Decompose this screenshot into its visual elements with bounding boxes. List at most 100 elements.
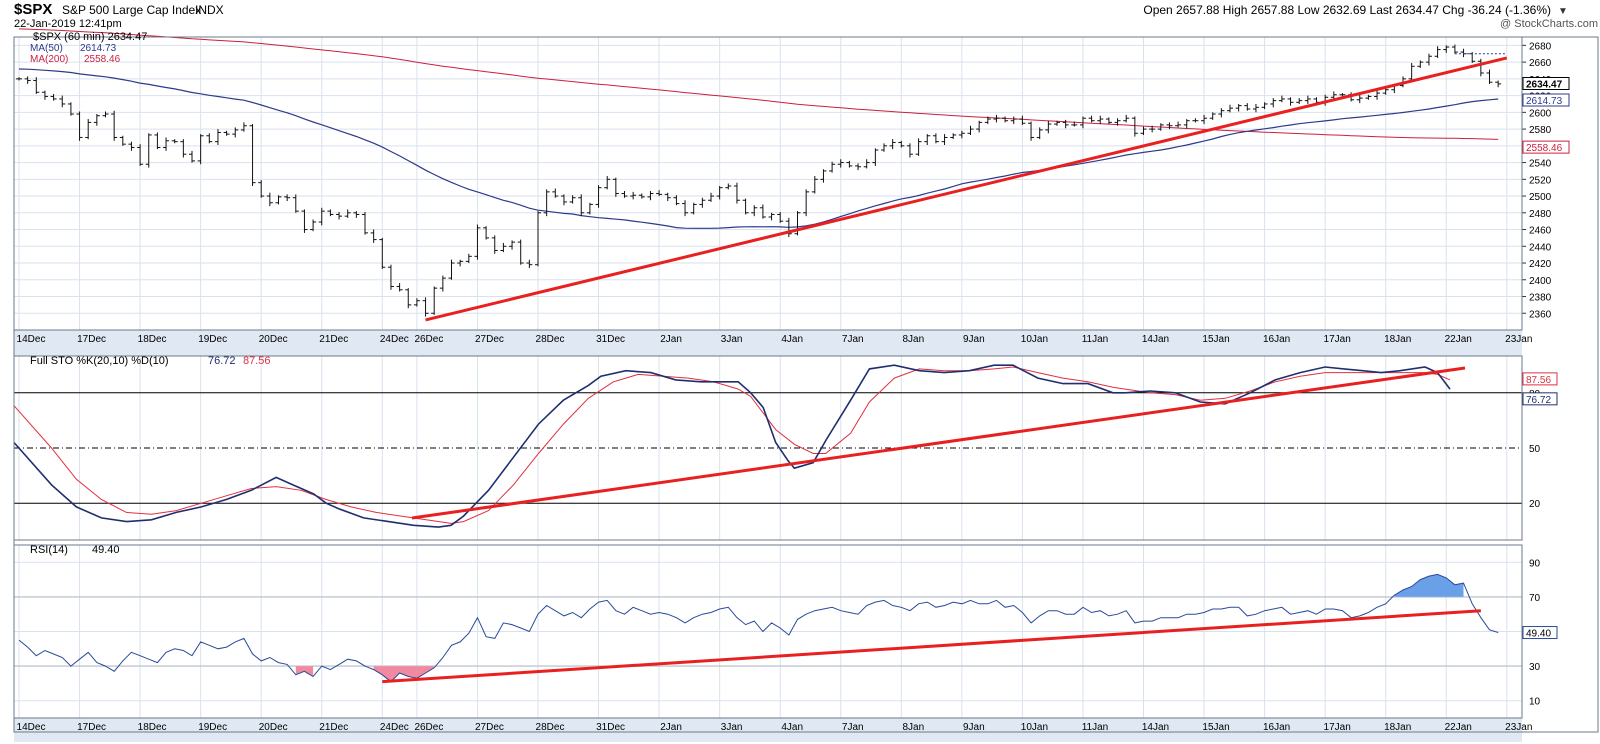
- price-bar: [41, 90, 48, 100]
- price-panel-bg: [14, 37, 1522, 330]
- price-bar: [111, 110, 118, 141]
- ma200-line: [18, 28, 1499, 140]
- y-tick-label-price: 2360: [1529, 309, 1552, 320]
- sto-end-tag: [1522, 372, 1558, 386]
- price-bar: [1408, 62, 1415, 83]
- price-bar: [102, 111, 109, 118]
- price-bar: [327, 209, 334, 217]
- price-bar: [1157, 123, 1164, 131]
- x-tick-label-bottom: 7Jan: [842, 722, 864, 733]
- x-tick-label-bottom: 24Dec: [380, 722, 409, 733]
- ticker-name: S&P 500 Large Cap Index: [62, 3, 201, 17]
- price-end-label: 2558.46: [1526, 143, 1563, 154]
- price-bar: [1235, 103, 1242, 112]
- ma50-legend-value: 2614.73: [80, 43, 117, 54]
- x-tick-label-top: 22Jan: [1445, 334, 1472, 345]
- quote-dropdown-arrow[interactable]: ▼: [1558, 6, 1568, 17]
- price-bar: [439, 275, 446, 292]
- price-bar: [768, 212, 775, 221]
- price-bar: [829, 161, 836, 173]
- x-tick-label-bottom: 27Dec: [475, 722, 504, 733]
- price-bar: [889, 139, 896, 150]
- price-bar: [560, 194, 567, 206]
- price-bar: [284, 194, 291, 202]
- rsi-end-tag: [1522, 626, 1558, 640]
- price-bar: [1425, 53, 1432, 66]
- ma200-legend-name: MA(200): [30, 54, 68, 65]
- price-bar: [699, 197, 706, 208]
- x-tick-label-top: 27Dec: [475, 334, 504, 345]
- price-bar: [1261, 102, 1268, 109]
- price-bar: [855, 163, 862, 171]
- price-bar: [1209, 112, 1216, 120]
- x-tick-label-bottom: 16Jan: [1263, 722, 1290, 733]
- price-bar: [1175, 121, 1182, 128]
- y-tick-label-price: 2500: [1529, 192, 1552, 203]
- price-bar: [1097, 115, 1104, 125]
- ma50-legend-name: MA(50): [30, 43, 63, 54]
- price-bar: [604, 175, 611, 190]
- x-tick-label-top: 31Dec: [596, 334, 625, 345]
- price-bar: [310, 219, 317, 232]
- price-bar: [881, 143, 887, 152]
- price-bar: [76, 111, 83, 141]
- price-bar: [1183, 119, 1190, 129]
- price-bar: [932, 133, 939, 144]
- price-bar: [491, 235, 498, 254]
- price-bar: [612, 177, 619, 197]
- x-tick-label-top: 17Jan: [1324, 334, 1351, 345]
- sto-k-value: 76.72: [208, 355, 236, 367]
- x-tick-label-bottom: 10Jan: [1021, 722, 1048, 733]
- price-bar: [759, 204, 766, 219]
- x-tick-label-bottom: 22Jan: [1445, 722, 1472, 733]
- price-bar: [422, 297, 429, 317]
- price-bar: [967, 125, 974, 135]
- price-bar: [1495, 80, 1502, 88]
- price-bar: [266, 192, 273, 207]
- y-tick-label-sto: 20: [1529, 499, 1541, 510]
- price-bar: [379, 237, 386, 269]
- x-tick-label-top: 19Dec: [198, 334, 227, 345]
- price-bar: [189, 150, 195, 163]
- x-tick-label-bottom: 3Jan: [721, 722, 743, 733]
- price-bar: [24, 76, 31, 84]
- price-trendline: [425, 56, 1508, 322]
- x-tick-label-bottom: 2Jan: [660, 722, 682, 733]
- price-bar: [863, 159, 870, 169]
- x-tick-label-bottom: 17Dec: [77, 722, 106, 733]
- price-bar: [1330, 91, 1337, 99]
- x-tick-label-bottom: 14Dec: [17, 722, 46, 733]
- price-bar: [59, 95, 66, 108]
- price-bar: [128, 141, 135, 151]
- price-bar: [1244, 103, 1251, 111]
- price-bar: [1002, 116, 1009, 123]
- x-tick-label-top: 18Dec: [138, 334, 167, 345]
- price-bar: [344, 209, 351, 218]
- price-bar: [214, 129, 221, 145]
- price-end-tag: [1522, 140, 1570, 154]
- x-tick-label-top: 3Jan: [721, 334, 743, 345]
- price-bar: [1278, 95, 1285, 103]
- x-tick-label-bottom: 28Dec: [536, 722, 565, 733]
- x-tick-label-bottom: 9Jan: [963, 722, 985, 733]
- price-bar: [180, 139, 187, 158]
- price-bar: [535, 211, 541, 267]
- price-bar: [1140, 126, 1147, 135]
- price-bar: [67, 102, 74, 116]
- price-bar: [396, 283, 403, 292]
- rsi-end-label: 49.40: [1526, 629, 1551, 640]
- price-bar: [1296, 98, 1303, 104]
- price-bar: [119, 135, 126, 146]
- price-bar: [915, 138, 922, 156]
- price-bar: [984, 116, 991, 125]
- x-tick-label-top: 21Dec: [319, 334, 348, 345]
- y-tick-label-price: 2540: [1529, 159, 1552, 170]
- price-bar: [1374, 90, 1381, 100]
- price-bar: [509, 240, 516, 250]
- price-bar: [1088, 115, 1095, 123]
- price-bar: [240, 122, 247, 132]
- price-bar: [1252, 103, 1259, 113]
- price-bar: [1062, 119, 1069, 129]
- x-tick-label-top: 7Jan: [842, 334, 864, 345]
